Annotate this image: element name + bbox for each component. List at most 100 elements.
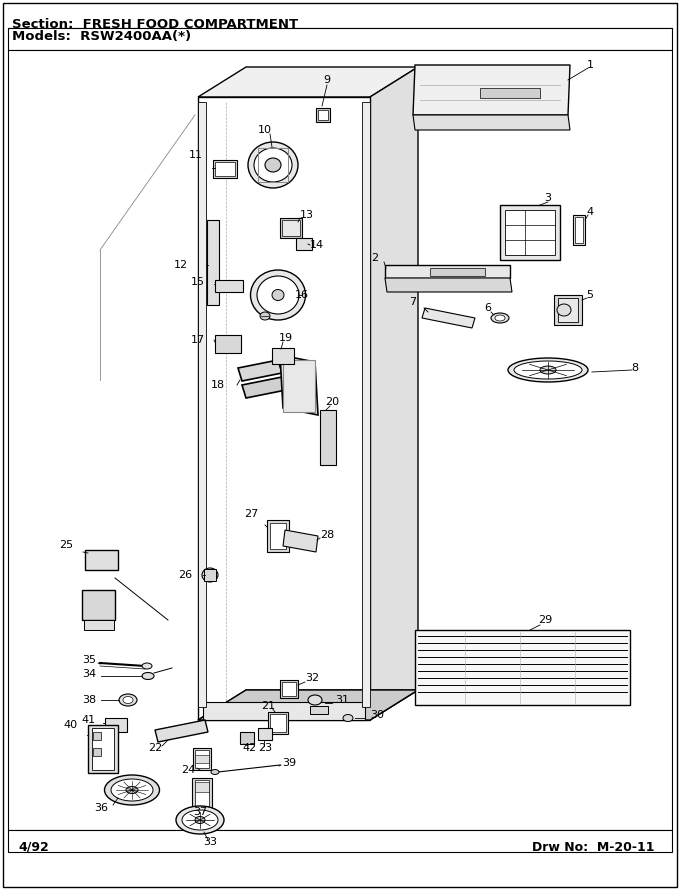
Bar <box>204 569 216 581</box>
Bar <box>282 220 300 236</box>
Bar <box>8 50 672 830</box>
Bar <box>92 728 114 770</box>
Polygon shape <box>198 690 418 720</box>
Ellipse shape <box>514 361 582 379</box>
Text: 35: 35 <box>82 655 96 665</box>
Bar <box>362 102 370 707</box>
Bar <box>195 782 209 792</box>
Ellipse shape <box>248 142 298 188</box>
Text: 11: 11 <box>189 150 203 160</box>
Text: 3: 3 <box>545 193 551 203</box>
Bar <box>240 732 254 744</box>
Text: 20: 20 <box>325 397 339 407</box>
Text: 4: 4 <box>586 207 594 217</box>
Text: 15: 15 <box>191 277 205 287</box>
Bar <box>267 520 289 552</box>
Text: 18: 18 <box>211 380 225 390</box>
Bar <box>280 218 302 238</box>
Ellipse shape <box>540 366 556 374</box>
Polygon shape <box>198 67 418 97</box>
Bar <box>505 210 555 255</box>
Bar <box>8 830 672 852</box>
Text: 31: 31 <box>335 695 349 705</box>
Text: 2: 2 <box>371 253 378 263</box>
Text: 9: 9 <box>324 75 330 85</box>
Bar <box>280 680 298 698</box>
Text: 26: 26 <box>178 570 192 580</box>
Bar <box>195 750 209 768</box>
Text: 34: 34 <box>82 669 96 679</box>
Bar <box>272 348 294 364</box>
Text: 13: 13 <box>300 210 314 220</box>
Bar <box>320 410 336 465</box>
Bar <box>88 725 118 773</box>
Text: 22: 22 <box>148 743 162 753</box>
Bar <box>213 160 237 178</box>
Text: 25: 25 <box>59 540 73 550</box>
Bar <box>215 335 241 353</box>
Polygon shape <box>242 377 286 398</box>
Ellipse shape <box>495 315 505 321</box>
Bar <box>195 780 209 806</box>
Ellipse shape <box>105 775 160 805</box>
Bar <box>203 702 365 720</box>
Text: 24: 24 <box>181 765 195 775</box>
Text: 40: 40 <box>64 720 78 730</box>
Bar <box>93 732 101 740</box>
Text: 23: 23 <box>258 743 272 753</box>
Text: 19: 19 <box>279 333 293 343</box>
Bar <box>310 706 328 714</box>
Bar <box>207 220 219 305</box>
Text: 21: 21 <box>261 701 275 711</box>
Polygon shape <box>385 278 512 292</box>
Bar <box>270 523 286 549</box>
Ellipse shape <box>491 313 509 323</box>
Bar <box>318 110 328 120</box>
Polygon shape <box>280 355 318 415</box>
Text: 7: 7 <box>409 297 416 307</box>
Bar <box>84 620 114 630</box>
Text: Section:  FRESH FOOD COMPARTMENT: Section: FRESH FOOD COMPARTMENT <box>12 18 298 31</box>
Bar <box>282 682 296 696</box>
Text: Models:  RSW2400AA(*): Models: RSW2400AA(*) <box>12 30 191 43</box>
Ellipse shape <box>142 673 154 679</box>
Ellipse shape <box>343 715 353 722</box>
Ellipse shape <box>126 787 138 794</box>
Polygon shape <box>198 690 418 720</box>
Text: 6: 6 <box>484 303 492 313</box>
Text: 27: 27 <box>243 509 258 519</box>
Text: 29: 29 <box>538 615 552 625</box>
Ellipse shape <box>211 770 219 774</box>
Text: 36: 36 <box>94 803 108 813</box>
Text: 42: 42 <box>243 743 257 753</box>
Text: 37: 37 <box>193 807 207 817</box>
Polygon shape <box>85 550 118 570</box>
Bar <box>575 217 583 243</box>
Bar <box>270 714 286 732</box>
Polygon shape <box>283 530 318 552</box>
Ellipse shape <box>182 810 218 830</box>
Text: 14: 14 <box>310 240 324 250</box>
Bar <box>283 360 315 412</box>
Text: 10: 10 <box>258 125 272 135</box>
Bar <box>558 298 578 322</box>
Text: 8: 8 <box>632 363 639 373</box>
Bar <box>195 755 209 763</box>
Polygon shape <box>155 720 208 742</box>
Ellipse shape <box>557 304 571 316</box>
Polygon shape <box>385 265 510 278</box>
Bar <box>573 215 585 245</box>
Bar <box>8 28 672 50</box>
Bar <box>105 718 127 732</box>
Bar <box>500 205 560 260</box>
Ellipse shape <box>254 148 292 182</box>
Bar <box>193 748 211 770</box>
Text: 41: 41 <box>82 715 96 725</box>
Bar <box>480 88 540 98</box>
Ellipse shape <box>272 289 284 301</box>
Ellipse shape <box>265 158 281 172</box>
Bar <box>215 280 243 292</box>
Polygon shape <box>238 360 282 381</box>
Ellipse shape <box>308 695 322 705</box>
Bar <box>93 748 101 756</box>
